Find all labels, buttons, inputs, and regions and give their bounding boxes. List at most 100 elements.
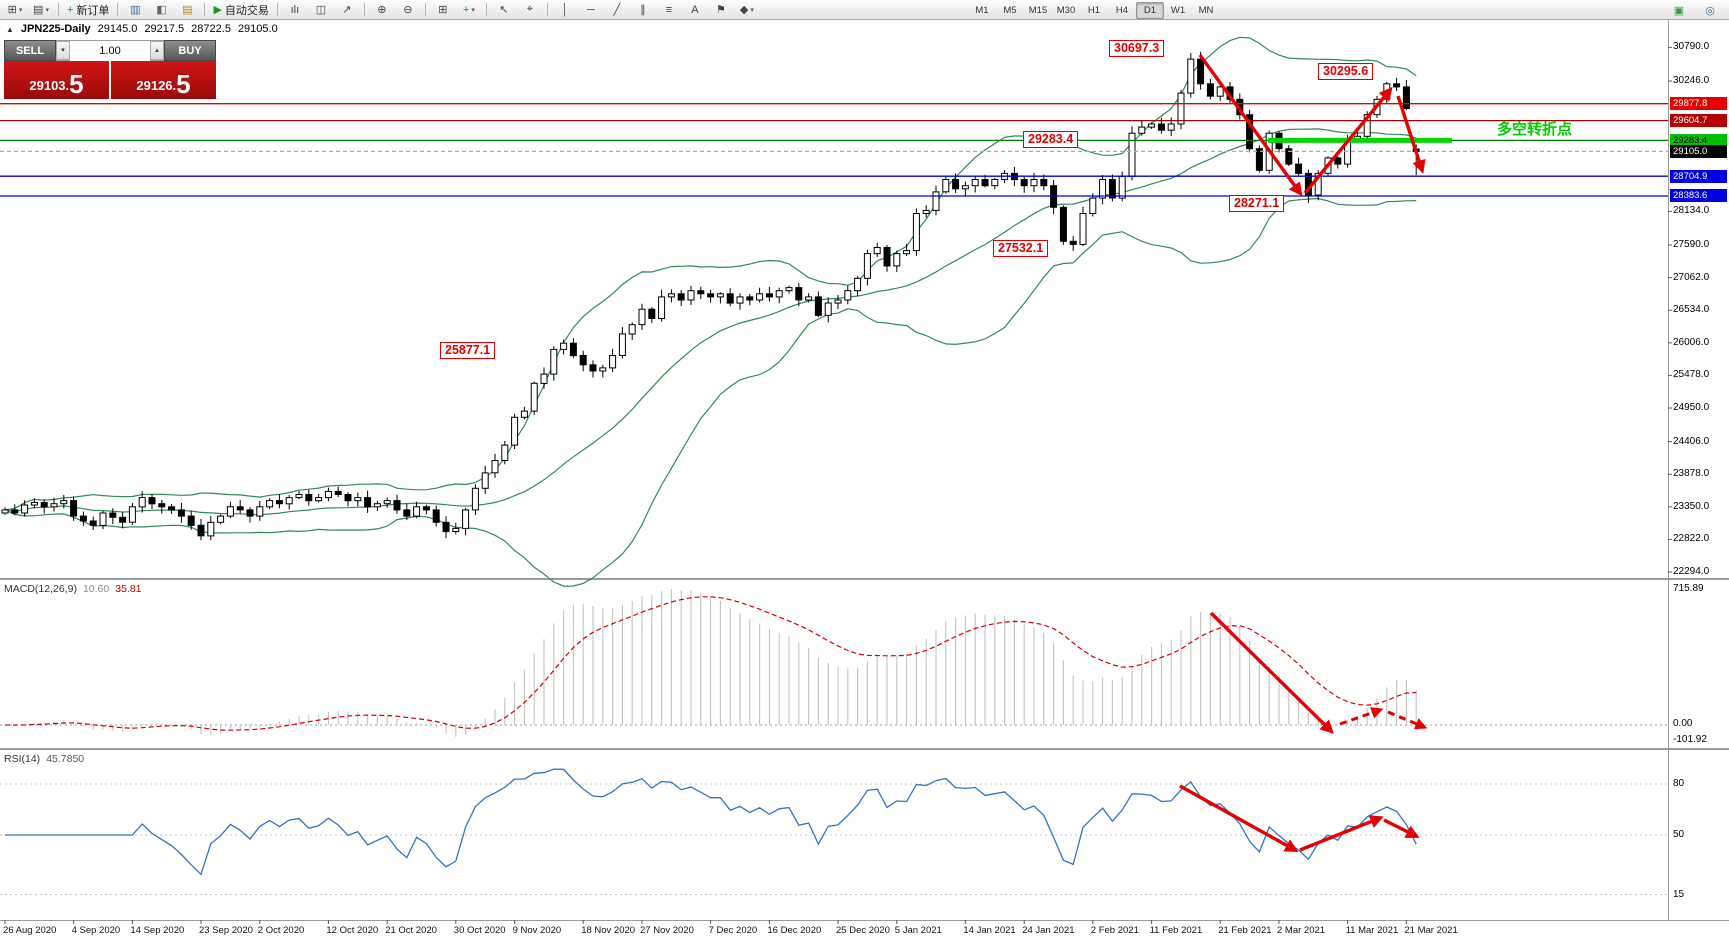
timeframe-d1[interactable]: D1 [1136, 2, 1164, 19]
shapes-icon[interactable]: ◆ ▾ [735, 1, 759, 18]
timeframe-mn[interactable]: MN [1198, 5, 1214, 16]
rsi-arrow[interactable] [1299, 815, 1384, 852]
rsi-line[interactable] [5, 768, 1417, 876]
volume-input[interactable] [70, 41, 150, 61]
search-icon[interactable]: ◎ [1705, 5, 1715, 17]
bar-chart-icon[interactable]: ılı [283, 1, 307, 18]
channel-icon[interactable]: ∥ [631, 1, 655, 18]
shapes-icon-glyph: ◆ [739, 4, 749, 16]
candle-body [1108, 179, 1116, 199]
one-click-panel-toggle[interactable]: ▲ [6, 24, 14, 34]
bollinger-lower-band[interactable] [4, 197, 1417, 587]
fibonacci-icon[interactable]: ≡ [657, 1, 681, 18]
candle-body [471, 487, 479, 511]
timeframe-h1[interactable]: H1 [1087, 5, 1101, 16]
rsi-arrow[interactable] [1179, 784, 1299, 852]
zoom-in-icon[interactable]: ⊕ [370, 1, 394, 18]
market-watch-icon[interactable]: ▥ [123, 1, 147, 18]
data-window-icon[interactable]: ◧ [149, 1, 173, 18]
new-order-icon[interactable]: + 新订单 [64, 1, 112, 18]
volume-increase-button[interactable]: ▴ [150, 40, 164, 61]
indicators-icon[interactable]: + ▾ [457, 1, 481, 18]
price-tick-label: 24406.0 [1673, 435, 1710, 447]
candle-body [736, 296, 744, 304]
price-annotation[interactable]: 25877.1 [440, 342, 496, 359]
buy-price-pip: 5 [176, 69, 191, 99]
trendline-icon[interactable]: ╱ [605, 1, 629, 18]
horizontal-line-icon[interactable]: ─ [579, 1, 603, 18]
candle-body [1187, 58, 1195, 94]
candle-body [658, 296, 666, 319]
rsi-indicator-label: RSI(14) 45.7850 [4, 753, 84, 765]
indicators-icon-caret[interactable]: ▾ [471, 6, 475, 14]
timeframe-m1[interactable]: M1 [975, 5, 989, 16]
date-label: 11 Mar 2021 [1345, 925, 1399, 936]
candle-body [1128, 132, 1136, 177]
text-icon[interactable]: A [683, 1, 707, 18]
price-annotation[interactable]: 29283.4 [1023, 131, 1079, 148]
buy-price-panel[interactable]: 29126. 5 [111, 61, 216, 99]
bollinger-upper-band[interactable] [4, 36, 1417, 511]
market-icon[interactable]: ▣ [1673, 5, 1685, 17]
candle-body [266, 500, 274, 508]
candle-body [354, 497, 362, 502]
spinner-down-icon[interactable]: ▾ [56, 41, 70, 60]
bollinger-middle-band[interactable] [4, 128, 1417, 516]
shapes-icon-caret[interactable]: ▾ [750, 6, 754, 14]
price-tick-label: 22822.0 [1673, 533, 1710, 545]
toolbar-separator [485, 3, 487, 16]
macd-arrow[interactable] [1387, 710, 1428, 730]
trend-arrow[interactable] [1303, 86, 1393, 195]
candle-body [393, 500, 401, 511]
spinner-up-icon[interactable]: ▴ [150, 41, 164, 60]
label-icon[interactable]: ⚑ [709, 1, 733, 18]
timeframe-h4[interactable]: H4 [1115, 5, 1129, 16]
panel-separator[interactable] [0, 748, 1729, 750]
profiles-icon-caret[interactable]: ▾ [45, 6, 49, 14]
candlestick-chart-icon[interactable]: ◫ [309, 1, 333, 18]
timeframe-m30[interactable]: M30 [1056, 5, 1076, 16]
candle-body [746, 296, 754, 301]
candle-body [50, 503, 58, 508]
zoom-out-icon[interactable]: ⊖ [396, 1, 420, 18]
candle-body [1099, 179, 1107, 199]
sell-price-panel[interactable]: 29103. 5 [4, 61, 109, 99]
vertical-line-icon[interactable]: │ [553, 1, 577, 18]
line-chart-icon[interactable]: ↗ [335, 1, 359, 18]
candle-body [991, 179, 999, 187]
macd-arrow[interactable] [1209, 611, 1334, 734]
tile-windows-icon[interactable]: ⊞ [431, 1, 455, 18]
autotrade-button[interactable]: ▶ 自动交易 [210, 1, 271, 18]
trend-arrow[interactable] [1198, 54, 1303, 197]
volume-decrease-button[interactable]: ▾ [56, 40, 70, 61]
crosshair-icon[interactable]: ⌖ [518, 1, 542, 18]
navigator-icon[interactable]: ▤ [175, 1, 199, 18]
price-tick-label: 26534.0 [1673, 304, 1710, 316]
candle-body [618, 333, 626, 356]
new-chart-icon-caret[interactable]: ▾ [18, 6, 23, 14]
macd-arrow[interactable] [1339, 707, 1384, 726]
timeframe-w1[interactable]: W1 [1170, 5, 1186, 16]
candle-body [1, 509, 9, 514]
candle-body [40, 502, 48, 508]
rsi-arrow[interactable] [1383, 818, 1420, 838]
candle-body [589, 364, 597, 372]
ohlc-close: 29105.0 [237, 23, 278, 35]
price-annotation[interactable]: 27532.1 [993, 240, 1049, 257]
timeframe-m5[interactable]: M5 [1003, 5, 1017, 16]
turning-point-annotation[interactable]: 多空转折点 [1497, 121, 1573, 138]
trend-arrow[interactable] [1396, 95, 1426, 174]
profiles-icon[interactable]: ▤ ▾ [29, 1, 53, 18]
panel-separator[interactable] [0, 578, 1729, 580]
buy-button[interactable]: BUY [164, 40, 216, 61]
price-annotation[interactable]: 30295.6 [1318, 63, 1374, 80]
timeframe-m15[interactable]: M15 [1028, 5, 1048, 16]
candle-body [854, 277, 862, 292]
price-annotation[interactable]: 30697.3 [1109, 40, 1165, 57]
sell-button[interactable]: SELL [4, 40, 56, 61]
cursor-icon[interactable]: ↖ [492, 1, 516, 18]
macd-signal-line[interactable] [4, 596, 1417, 731]
price-annotation[interactable]: 28271.1 [1229, 195, 1285, 212]
new-chart-icon[interactable]: ⊞ ▾ [3, 1, 27, 18]
